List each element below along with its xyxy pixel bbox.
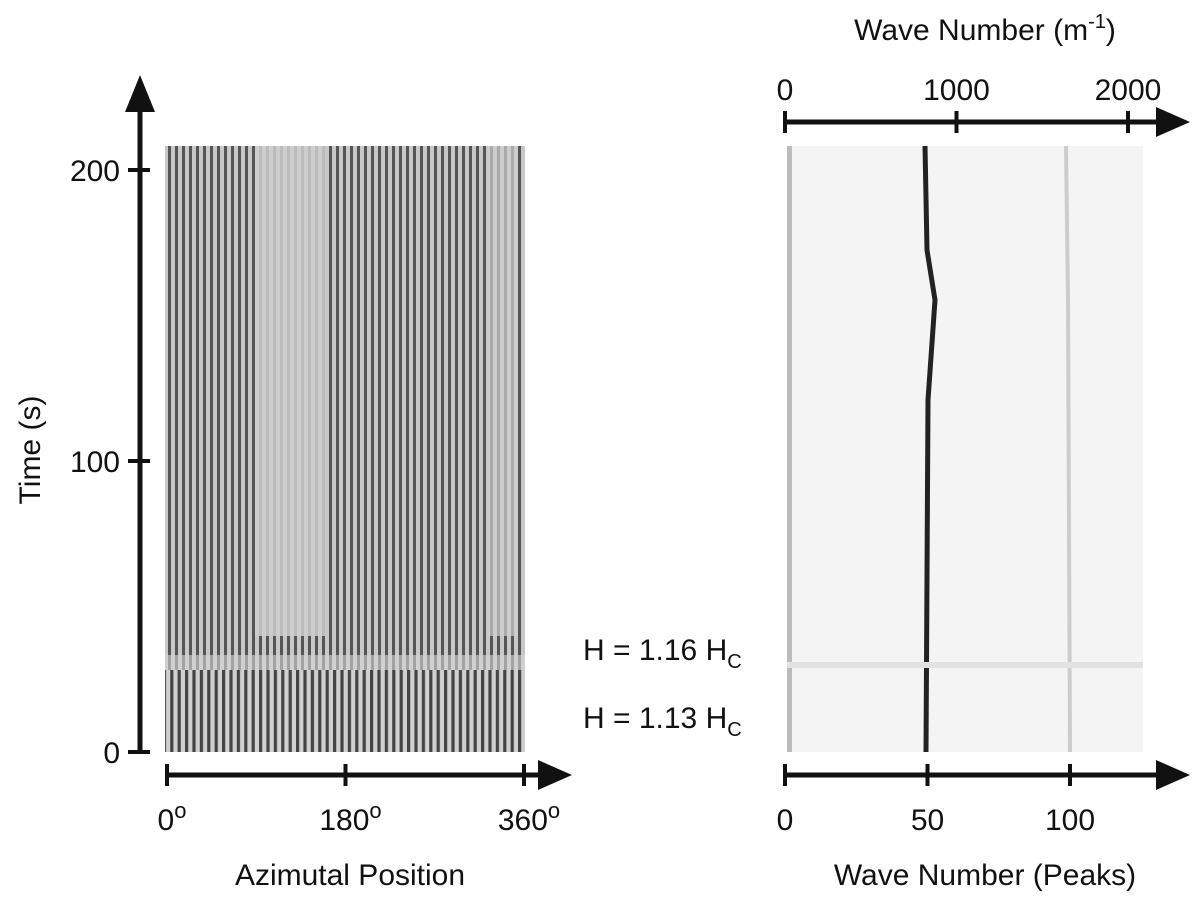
top-tick-label: 2000	[1095, 74, 1162, 107]
top-tick-label: 1000	[923, 74, 990, 107]
annotation: H = 1.13 HC	[583, 702, 742, 741]
x-axis-label: Azimutal Position	[235, 859, 465, 892]
y-axis-label: Time (s)	[14, 396, 47, 505]
tick-suffix: o	[548, 798, 560, 823]
spectrum-image	[787, 145, 1143, 753]
y-tick-label: 100	[70, 446, 120, 479]
y-tick-label: 200	[70, 155, 120, 188]
x-axis-label: Wave Number (Peaks)	[834, 859, 1136, 892]
tick-value: 180	[319, 804, 369, 837]
tick-suffix: o	[369, 798, 381, 823]
x-tick-label: 180o	[319, 798, 381, 837]
axis-arrow	[1156, 107, 1190, 137]
annotation: H = 1.16 HC	[583, 634, 742, 673]
x-tick-label: 0	[777, 804, 794, 837]
top-axis-label: Wave Number (m-1)	[854, 11, 1116, 47]
tick-value: 360	[498, 804, 548, 837]
x-tick-label: 100	[1045, 804, 1095, 837]
axis-arrow	[125, 75, 155, 112]
x-tick-label: 50	[911, 804, 944, 837]
tick-value: 0	[158, 804, 175, 837]
axis-arrow	[538, 760, 572, 790]
tick-suffix: o	[174, 798, 186, 823]
x-tick-label: 0o	[158, 798, 187, 837]
top-tick-label: 0	[777, 74, 794, 107]
space-time-image	[165, 146, 525, 752]
y-tick-label: 0	[103, 737, 120, 770]
x-tick-label: 360o	[498, 798, 560, 837]
axis-arrow	[1156, 760, 1190, 790]
